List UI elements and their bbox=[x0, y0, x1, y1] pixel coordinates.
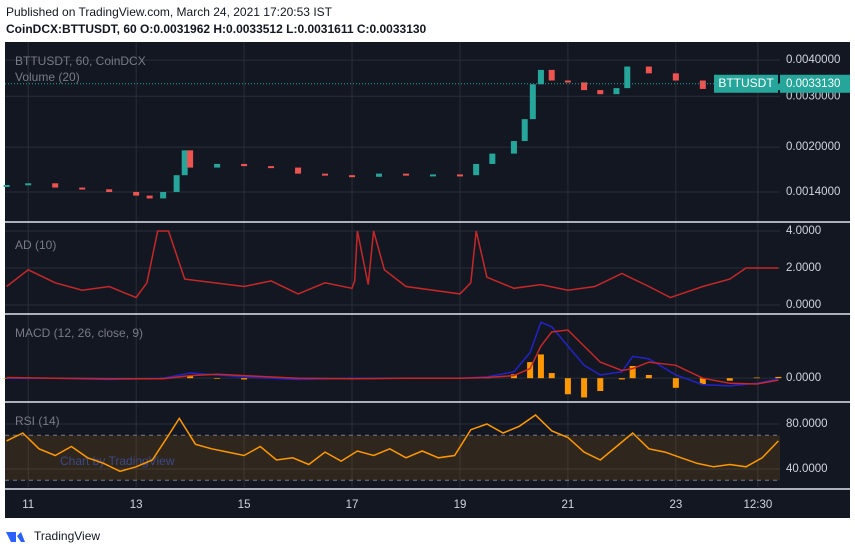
y-tick-label: 4.0000 bbox=[786, 225, 821, 237]
histogram-bar bbox=[187, 375, 194, 379]
candle bbox=[672, 73, 679, 81]
histogram-bar bbox=[629, 365, 636, 379]
x-tick-label: 13 bbox=[130, 499, 143, 511]
candle bbox=[456, 174, 463, 177]
candle bbox=[268, 166, 275, 169]
candle bbox=[489, 153, 496, 164]
histogram-bar bbox=[775, 376, 782, 379]
histogram-bar bbox=[672, 378, 679, 388]
histogram-bar bbox=[581, 378, 588, 398]
pane-subtitle: Volume (20) bbox=[15, 70, 80, 84]
series-line bbox=[6, 230, 779, 299]
y-tick-label: 0.0020000 bbox=[786, 141, 840, 153]
candle bbox=[521, 119, 528, 142]
x-tick-label: 12:30 bbox=[743, 499, 772, 511]
candle bbox=[376, 173, 383, 177]
pane-title: MACD (12, 26, close, 9) bbox=[15, 326, 143, 340]
series-line bbox=[6, 414, 779, 473]
candle bbox=[187, 150, 194, 168]
x-tick-label: 19 bbox=[454, 499, 467, 511]
y-tick-label: 0.0000 bbox=[786, 299, 821, 311]
histogram-bar bbox=[726, 378, 733, 381]
header-ohlc: CoinDCX:BTTUSDT, 60 O:0.0031962 H:0.0033… bbox=[6, 22, 427, 36]
pane-title: AD (10) bbox=[15, 238, 56, 252]
candle bbox=[52, 183, 59, 188]
candle bbox=[429, 174, 436, 177]
x-tick-label: 21 bbox=[562, 499, 575, 511]
candle bbox=[133, 191, 140, 196]
x-tick-label: 17 bbox=[346, 499, 359, 511]
candle bbox=[79, 187, 86, 190]
histogram-bar bbox=[618, 378, 625, 380]
candle bbox=[146, 195, 153, 199]
series-line bbox=[6, 321, 779, 387]
x-tick-label: 15 bbox=[238, 499, 251, 511]
histogram-bar bbox=[548, 373, 555, 379]
price-tag bbox=[780, 74, 850, 93]
header-published: Published on TradingView.com, March 24, … bbox=[6, 5, 333, 19]
series-line bbox=[6, 329, 779, 385]
histogram-bar bbox=[241, 378, 248, 380]
candle bbox=[699, 80, 706, 89]
candle bbox=[624, 66, 631, 89]
histogram-bar bbox=[753, 377, 760, 379]
histogram-bar bbox=[527, 362, 534, 379]
footer-logo bbox=[6, 532, 25, 542]
y-tick-label: 0.0000 bbox=[786, 372, 821, 384]
y-tick-label: 40.0000 bbox=[786, 463, 828, 475]
histogram-bar bbox=[564, 378, 571, 395]
candle bbox=[529, 84, 536, 120]
candle bbox=[775, 83, 782, 91]
x-tick-label: 23 bbox=[669, 499, 682, 511]
pane-title: BTTUSDT, 60, CoinDCX bbox=[15, 54, 146, 68]
candle bbox=[564, 80, 571, 83]
histogram-bar bbox=[537, 354, 544, 379]
symbol-tag-label: BTTUSDT bbox=[718, 76, 774, 90]
candle bbox=[510, 141, 517, 154]
symbol-tag bbox=[714, 74, 778, 93]
y-tick-label: 80.0000 bbox=[786, 418, 828, 430]
candle bbox=[160, 191, 167, 199]
y-tick-label: 0.0040000 bbox=[786, 54, 840, 66]
y-tick-label: 0.0030000 bbox=[786, 90, 840, 102]
candle bbox=[181, 150, 188, 176]
histogram-bar bbox=[214, 378, 221, 379]
candle bbox=[537, 69, 544, 85]
y-tick-label: 0.0014000 bbox=[786, 186, 840, 198]
candle bbox=[597, 90, 604, 95]
candle bbox=[402, 173, 409, 176]
candle bbox=[241, 163, 248, 167]
candle bbox=[3, 184, 10, 187]
pane-title: RSI (14) bbox=[15, 414, 60, 428]
histogram-bar bbox=[645, 374, 652, 379]
candle bbox=[581, 82, 588, 91]
y-tick-label: 2.0000 bbox=[786, 262, 821, 274]
candle bbox=[473, 163, 480, 176]
candle bbox=[349, 175, 356, 178]
candle bbox=[106, 189, 113, 192]
histogram-bar bbox=[699, 378, 706, 385]
price-tag-label: 0.0033130 bbox=[786, 78, 840, 90]
rsi-band bbox=[5, 435, 780, 481]
candle bbox=[214, 163, 221, 168]
footer-brand: TradingView bbox=[34, 529, 100, 543]
candle bbox=[322, 173, 329, 176]
candle bbox=[25, 183, 32, 186]
candle bbox=[548, 69, 555, 81]
candle bbox=[295, 167, 302, 174]
histogram-bar bbox=[597, 378, 604, 392]
candle bbox=[645, 66, 652, 74]
candle bbox=[173, 175, 180, 192]
chart-background bbox=[5, 42, 850, 518]
x-tick-label: 11 bbox=[22, 499, 34, 511]
candle bbox=[613, 88, 620, 95]
